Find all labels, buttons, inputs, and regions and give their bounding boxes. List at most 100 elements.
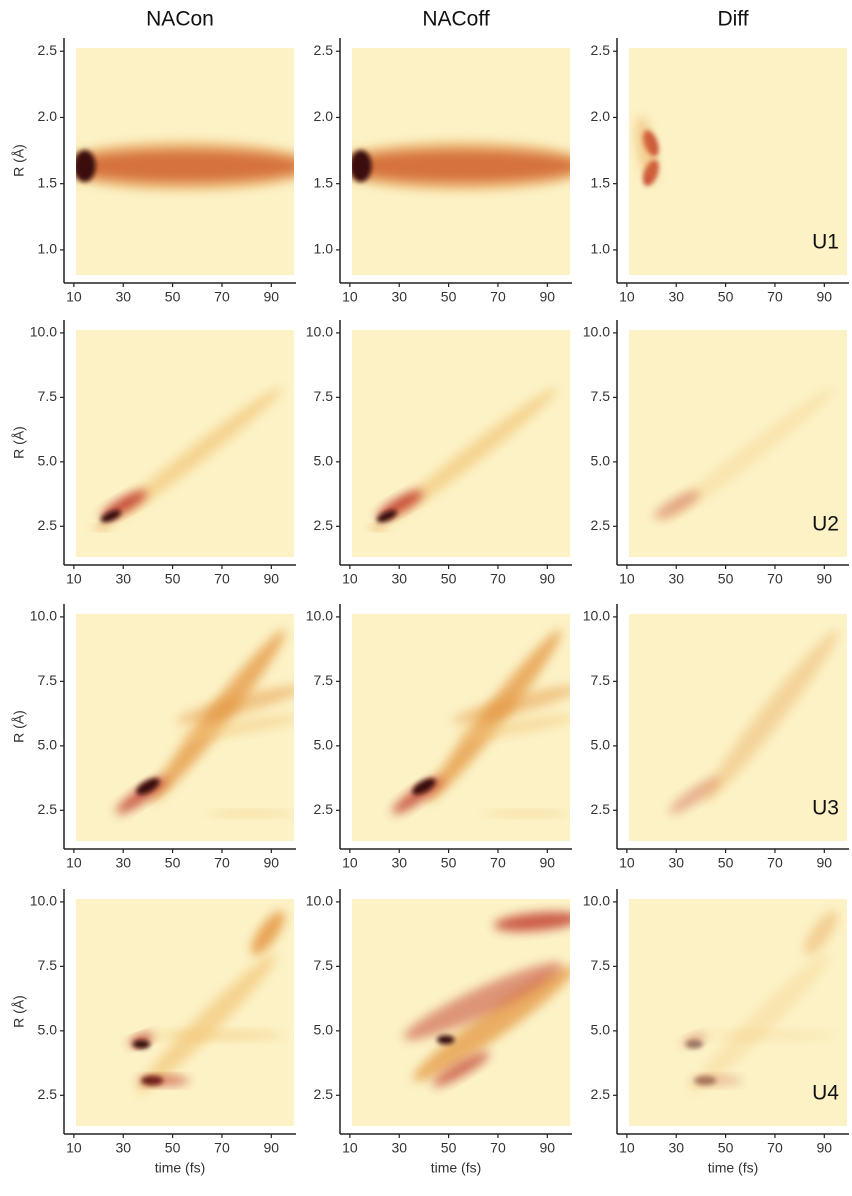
y-tick-label: 7.5: [38, 957, 58, 973]
heat-blob: [136, 954, 277, 1094]
heat-blob: [385, 387, 558, 523]
heat-blob: [412, 966, 570, 1082]
heat-blob: [93, 525, 111, 530]
panel: 1.0 1.5 2.0 2.5 10 30 50 70 90 NACon R (Å): [11, 8, 296, 305]
y-tick-label: 10.0: [583, 608, 610, 624]
heat-pattern: [654, 387, 835, 523]
heat-blob: [662, 387, 835, 523]
y-tick-label: 2.5: [38, 1086, 58, 1102]
y-tick-label: 7.5: [38, 672, 58, 688]
column-title: Diff: [717, 8, 748, 31]
heat-blob: [702, 629, 839, 803]
x-tick-label: 90: [264, 571, 280, 587]
y-tick-label: 5.0: [314, 737, 334, 753]
x-tick-label: 50: [441, 289, 457, 305]
y-tick-label: 10.0: [306, 324, 333, 340]
x-tick-label: 70: [490, 1140, 506, 1156]
x-tick-label: 10: [66, 855, 82, 871]
y-tick-label: 10.0: [306, 608, 333, 624]
x-tick-label: 10: [619, 1140, 635, 1156]
heat-blob: [76, 141, 294, 192]
x-tick-label: 50: [718, 855, 734, 871]
x-tick-label: 90: [817, 289, 833, 305]
heat-blob: [352, 150, 372, 182]
x-tick-label: 90: [817, 571, 833, 587]
x-tick-label: 30: [668, 1140, 684, 1156]
panel: 2.5 5.0 7.5 10.0 10 30 50 70 90 U2: [583, 320, 849, 587]
x-tick-label: 30: [115, 1140, 131, 1156]
heat-blob: [376, 509, 397, 523]
x-tick-label: 90: [817, 1140, 833, 1156]
heat-pattern: [352, 141, 570, 192]
heat-blob: [132, 1039, 151, 1049]
y-tick-label: 5.0: [314, 1022, 334, 1038]
y-tick-label: 10.0: [306, 893, 333, 909]
x-tick-label: 50: [718, 571, 734, 587]
x-tick-label: 30: [115, 571, 131, 587]
heat-blob: [109, 387, 282, 523]
x-tick-label: 10: [66, 1140, 82, 1156]
heat-blob: [493, 911, 570, 932]
x-tick-label: 10: [66, 571, 82, 587]
x-axis-title: time (fs): [431, 1160, 482, 1176]
x-tick-label: 70: [767, 855, 783, 871]
x-tick-label: 30: [668, 571, 684, 587]
y-tick-label: 2.5: [314, 1086, 334, 1102]
x-tick-label: 50: [165, 571, 181, 587]
y-tick-label: 5.0: [591, 453, 611, 469]
panel: 1.0 1.5 2.0 2.5 10 30 50 70 90 NACoff: [314, 8, 572, 305]
heat-pattern: [116, 629, 294, 817]
y-tick-label: 2.0: [314, 108, 334, 124]
y-tick-label: 7.5: [314, 672, 334, 688]
panel-label: U1: [812, 231, 839, 254]
x-axis-title: time (fs): [708, 1160, 759, 1176]
y-tick-label: 5.0: [591, 1022, 611, 1038]
y-tick-label: 2.0: [591, 108, 611, 124]
x-tick-label: 10: [619, 571, 635, 587]
x-tick-label: 90: [540, 571, 556, 587]
y-tick-label: 2.5: [591, 517, 611, 533]
y-tick-label: 5.0: [591, 737, 611, 753]
heat-pattern: [636, 116, 659, 186]
y-tick-label: 2.5: [314, 517, 334, 533]
y-tick-label: 2.5: [591, 801, 611, 817]
x-tick-label: 50: [441, 1140, 457, 1156]
heat-pattern: [369, 387, 558, 530]
heat-blob: [152, 1030, 284, 1040]
heat-blob: [437, 1035, 455, 1045]
x-tick-label: 50: [165, 855, 181, 871]
x-tick-label: 90: [817, 855, 833, 871]
y-tick-label: 1.5: [38, 174, 58, 190]
y-tick-label: 1.5: [591, 174, 611, 190]
heat-blob: [804, 910, 838, 956]
heat-blob: [685, 1039, 704, 1049]
heat-pattern: [93, 387, 282, 530]
x-tick-label: 30: [391, 1140, 407, 1156]
x-tick-label: 10: [619, 855, 635, 871]
heat-blob: [136, 778, 160, 795]
heat-pattern: [669, 629, 839, 814]
heat-blob: [636, 116, 657, 184]
heat-blob: [705, 1030, 837, 1040]
heat-blob: [251, 910, 285, 956]
y-tick-label: 2.5: [38, 517, 58, 533]
y-tick-label: 7.5: [314, 957, 334, 973]
heat-pattern: [682, 910, 838, 1094]
panel: 2.5 5.0 7.5 10.0 10 30 50 70 90 R (Å): [11, 320, 296, 587]
x-tick-label: 90: [264, 1140, 280, 1156]
heat-blob: [176, 685, 294, 724]
heatmap-area: [76, 330, 294, 557]
panel-label: U2: [812, 513, 839, 536]
x-tick-label: 30: [391, 289, 407, 305]
x-tick-label: 90: [540, 855, 556, 871]
y-tick-label: 10.0: [30, 324, 57, 340]
x-tick-label: 50: [441, 855, 457, 871]
column-title: NACon: [146, 8, 214, 31]
y-tick-label: 10.0: [30, 893, 57, 909]
column-title: NACoff: [422, 8, 489, 31]
x-tick-label: 50: [165, 289, 181, 305]
x-tick-label: 70: [214, 855, 230, 871]
y-tick-label: 7.5: [38, 388, 58, 404]
y-tick-label: 10.0: [30, 608, 57, 624]
panel: 2.5 5.0 7.5 10.0 10 30 50 70 90 U4 time (fs): [583, 889, 849, 1176]
